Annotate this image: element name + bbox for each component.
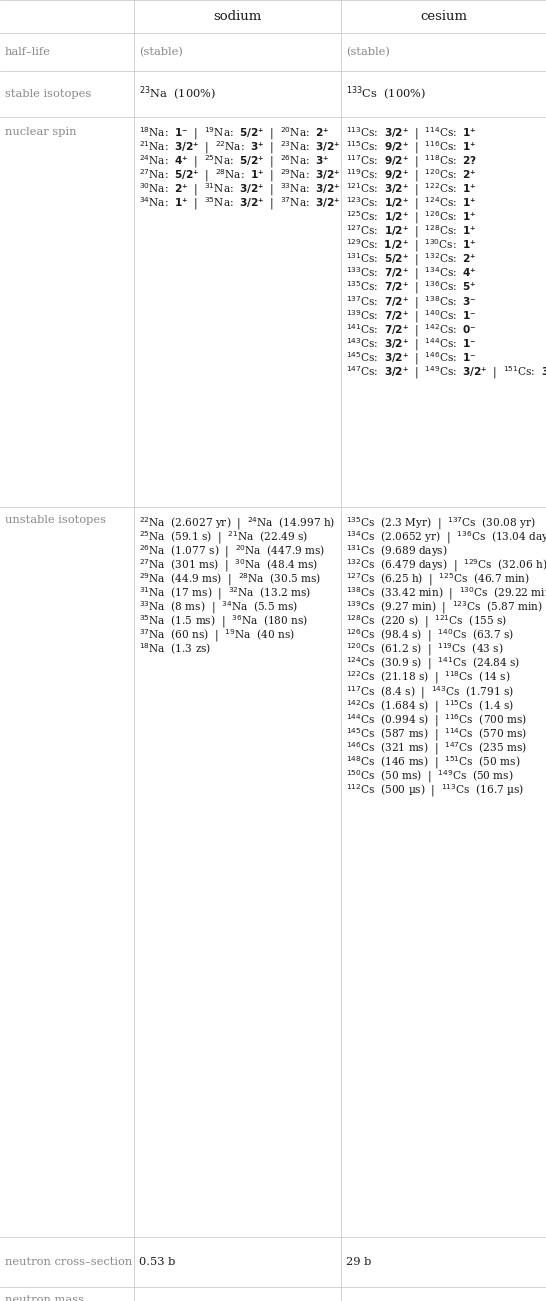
Text: $^{133}$Cs  (100%): $^{133}$Cs (100%) (346, 85, 426, 103)
Text: $^{145}$Cs:  $\bf{3/2⁺}$  |  $^{146}$Cs:  $\bf{1⁻}$: $^{145}$Cs: $\bf{3/2⁺}$ | $^{146}$Cs: $\… (346, 350, 477, 367)
Text: (stable): (stable) (346, 47, 390, 57)
Text: $^{138}$Cs  (33.42 min)  |  $^{130}$Cs  (29.22 min): $^{138}$Cs (33.42 min) | $^{130}$Cs (29.… (346, 585, 546, 602)
Text: $^{143}$Cs:  $\bf{3/2⁺}$  |  $^{144}$Cs:  $\bf{1⁻}$: $^{143}$Cs: $\bf{3/2⁺}$ | $^{144}$Cs: $\… (346, 336, 477, 353)
Text: $^{133}$Cs:  $\bf{7/2⁺}$  |  $^{134}$Cs:  $\bf{4⁺}$: $^{133}$Cs: $\bf{7/2⁺}$ | $^{134}$Cs: $\… (346, 265, 477, 282)
Text: $^{23}$Na  (100%): $^{23}$Na (100%) (139, 85, 216, 103)
Text: $^{119}$Cs:  $\bf{9/2⁺}$  |  $^{120}$Cs:  $\bf{2⁺}$: $^{119}$Cs: $\bf{9/2⁺}$ | $^{120}$Cs: $\… (346, 168, 477, 183)
Text: $^{29}$Na  (44.9 ms)  |  $^{28}$Na  (30.5 ms): $^{29}$Na (44.9 ms) | $^{28}$Na (30.5 ms… (139, 571, 322, 588)
Text: $^{147}$Cs:  $\bf{3/2⁺}$  |  $^{149}$Cs:  $\bf{3/2⁺}$  |  $^{151}$Cs:  $\bf{3/2⁺: $^{147}$Cs: $\bf{3/2⁺}$ | $^{149}$Cs: $\… (346, 364, 546, 381)
Text: $^{126}$Cs  (98.4 s)  |  $^{140}$Cs  (63.7 s): $^{126}$Cs (98.4 s) | $^{140}$Cs (63.7 s… (346, 627, 514, 644)
Text: $^{137}$Cs:  $\bf{7/2⁺}$  |  $^{138}$Cs:  $\bf{3⁻}$: $^{137}$Cs: $\bf{7/2⁺}$ | $^{138}$Cs: $\… (346, 294, 477, 311)
Text: $^{150}$Cs  (50 ms)  |  $^{149}$Cs  (50 ms): $^{150}$Cs (50 ms) | $^{149}$Cs (50 ms) (346, 768, 514, 785)
Text: $^{124}$Cs  (30.9 s)  |  $^{141}$Cs  (24.84 s): $^{124}$Cs (30.9 s) | $^{141}$Cs (24.84 … (346, 656, 520, 673)
Text: $^{35}$Na  (1.5 ms)  |  $^{36}$Na  (180 ns): $^{35}$Na (1.5 ms) | $^{36}$Na (180 ns) (139, 613, 308, 630)
Text: $^{18}$Na:  $\bf{1⁻}$  |  $^{19}$Na:  $\bf{5/2⁺}$  |  $^{20}$Na:  $\bf{2⁺}$: $^{18}$Na: $\bf{1⁻}$ | $^{19}$Na: $\bf{5… (139, 125, 330, 142)
Text: $^{34}$Na:  $\bf{1⁺}$  |  $^{35}$Na:  $\bf{3/2⁺}$  |  $^{37}$Na:  $\bf{3/2⁺}$: $^{34}$Na: $\bf{1⁺}$ | $^{35}$Na: $\bf{3… (139, 195, 340, 212)
Text: $^{134}$Cs  (2.0652 yr)  |  $^{136}$Cs  (13.04 days): $^{134}$Cs (2.0652 yr) | $^{136}$Cs (13.… (346, 530, 546, 546)
Text: $^{120}$Cs  (61.2 s)  |  $^{119}$Cs  (43 s): $^{120}$Cs (61.2 s) | $^{119}$Cs (43 s) (346, 641, 503, 658)
Text: cesium: cesium (420, 10, 467, 23)
Text: $^{115}$Cs:  $\bf{9/2⁺}$  |  $^{116}$Cs:  $\bf{1⁺}$: $^{115}$Cs: $\bf{9/2⁺}$ | $^{116}$Cs: $\… (346, 139, 477, 156)
Text: $^{18}$Na  (1.3 zs): $^{18}$Na (1.3 zs) (139, 641, 211, 657)
Text: sodium: sodium (213, 10, 262, 23)
Text: $^{128}$Cs  (220 s)  |  $^{121}$Cs  (155 s): $^{128}$Cs (220 s) | $^{121}$Cs (155 s) (346, 613, 507, 630)
Text: stable isotopes: stable isotopes (5, 88, 91, 99)
Text: half–life: half–life (5, 47, 51, 57)
Text: $^{129}$Cs:  $\bf{1/2⁺}$  |  $^{130}$Cs:  $\bf{1⁺}$: $^{129}$Cs: $\bf{1/2⁺}$ | $^{130}$Cs: $\… (346, 238, 477, 254)
Text: 29 b: 29 b (346, 1257, 371, 1267)
Text: $^{37}$Na  (60 ns)  |  $^{19}$Na  (40 ns): $^{37}$Na (60 ns) | $^{19}$Na (40 ns) (139, 627, 295, 644)
Text: $^{27}$Na  (301 ms)  |  $^{30}$Na  (48.4 ms): $^{27}$Na (301 ms) | $^{30}$Na (48.4 ms) (139, 557, 318, 574)
Text: $^{132}$Cs  (6.479 days)  |  $^{129}$Cs  (32.06 h): $^{132}$Cs (6.479 days) | $^{129}$Cs (32… (346, 557, 546, 574)
Text: $^{26}$Na  (1.077 s)  |  $^{20}$Na  (447.9 ms): $^{26}$Na (1.077 s) | $^{20}$Na (447.9 m… (139, 543, 325, 559)
Text: $^{25}$Na  (59.1 s)  |  $^{21}$Na  (22.49 s): $^{25}$Na (59.1 s) | $^{21}$Na (22.49 s) (139, 530, 308, 546)
Text: $^{127}$Cs:  $\bf{1/2⁺}$  |  $^{128}$Cs:  $\bf{1⁺}$: $^{127}$Cs: $\bf{1/2⁺}$ | $^{128}$Cs: $\… (346, 224, 477, 241)
Text: neutron cross–section: neutron cross–section (5, 1257, 132, 1267)
Text: $^{139}$Cs:  $\bf{7/2⁺}$  |  $^{140}$Cs:  $\bf{1⁻}$: $^{139}$Cs: $\bf{7/2⁺}$ | $^{140}$Cs: $\… (346, 308, 477, 324)
Text: $^{24}$Na:  $\bf{4⁺}$  |  $^{25}$Na:  $\bf{5/2⁺}$  |  $^{26}$Na:  $\bf{3⁺}$: $^{24}$Na: $\bf{4⁺}$ | $^{25}$Na: $\bf{5… (139, 154, 330, 170)
Text: $^{135}$Cs:  $\bf{7/2⁺}$  |  $^{136}$Cs:  $\bf{5⁺}$: $^{135}$Cs: $\bf{7/2⁺}$ | $^{136}$Cs: $\… (346, 280, 477, 297)
Text: $^{30}$Na:  $\bf{2⁺}$  |  $^{31}$Na:  $\bf{3/2⁺}$  |  $^{33}$Na:  $\bf{3/2⁺}$: $^{30}$Na: $\bf{2⁺}$ | $^{31}$Na: $\bf{3… (139, 181, 340, 198)
Text: $^{123}$Cs:  $\bf{1/2⁺}$  |  $^{124}$Cs:  $\bf{1⁺}$: $^{123}$Cs: $\bf{1/2⁺}$ | $^{124}$Cs: $\… (346, 195, 477, 212)
Text: $^{141}$Cs:  $\bf{7/2⁺}$  |  $^{142}$Cs:  $\bf{0⁻}$: $^{141}$Cs: $\bf{7/2⁺}$ | $^{142}$Cs: $\… (346, 321, 477, 338)
Text: nuclear spin: nuclear spin (5, 127, 76, 137)
Text: $^{27}$Na:  $\bf{5/2⁺}$  |  $^{28}$Na:  $\bf{1⁺}$  |  $^{29}$Na:  $\bf{3/2⁺}$: $^{27}$Na: $\bf{5/2⁺}$ | $^{28}$Na: $\bf… (139, 168, 340, 183)
Text: $^{117}$Cs  (8.4 s)  |  $^{143}$Cs  (1.791 s): $^{117}$Cs (8.4 s) | $^{143}$Cs (1.791 s… (346, 684, 514, 700)
Text: unstable isotopes: unstable isotopes (5, 515, 106, 526)
Text: $^{139}$Cs  (9.27 min)  |  $^{123}$Cs  (5.87 min): $^{139}$Cs (9.27 min) | $^{123}$Cs (5.87… (346, 600, 543, 617)
Text: $^{22}$Na  (2.6027 yr)  |  $^{24}$Na  (14.997 h): $^{22}$Na (2.6027 yr) | $^{24}$Na (14.99… (139, 515, 335, 532)
Text: 0.53 b: 0.53 b (139, 1257, 175, 1267)
Text: $^{146}$Cs  (321 ms)  |  $^{147}$Cs  (235 ms): $^{146}$Cs (321 ms) | $^{147}$Cs (235 ms… (346, 740, 527, 757)
Text: $^{135}$Cs  (2.3 Myr)  |  $^{137}$Cs  (30.08 yr): $^{135}$Cs (2.3 Myr) | $^{137}$Cs (30.08… (346, 515, 536, 532)
Text: $^{122}$Cs  (21.18 s)  |  $^{118}$Cs  (14 s): $^{122}$Cs (21.18 s) | $^{118}$Cs (14 s) (346, 670, 511, 687)
Text: $^{148}$Cs  (146 ms)  |  $^{151}$Cs  (50 ms): $^{148}$Cs (146 ms) | $^{151}$Cs (50 ms) (346, 755, 520, 770)
Text: $^{117}$Cs:  $\bf{9/2⁺}$  |  $^{118}$Cs:  $\bf{2?}$: $^{117}$Cs: $\bf{9/2⁺}$ | $^{118}$Cs: $\… (346, 154, 477, 170)
Text: $^{127}$Cs  (6.25 h)  |  $^{125}$Cs  (46.7 min): $^{127}$Cs (6.25 h) | $^{125}$Cs (46.7 m… (346, 571, 530, 588)
Text: $^{144}$Cs  (0.994 s)  |  $^{116}$Cs  (700 ms): $^{144}$Cs (0.994 s) | $^{116}$Cs (700 m… (346, 712, 527, 729)
Text: $^{33}$Na  (8 ms)  |  $^{34}$Na  (5.5 ms): $^{33}$Na (8 ms) | $^{34}$Na (5.5 ms) (139, 600, 298, 617)
Text: $^{145}$Cs  (587 ms)  |  $^{114}$Cs  (570 ms): $^{145}$Cs (587 ms) | $^{114}$Cs (570 ms… (346, 726, 527, 743)
Text: $^{121}$Cs:  $\bf{3/2⁺}$  |  $^{122}$Cs:  $\bf{1⁺}$: $^{121}$Cs: $\bf{3/2⁺}$ | $^{122}$Cs: $\… (346, 181, 477, 198)
Text: $^{131}$Cs  (9.689 days): $^{131}$Cs (9.689 days) (346, 543, 448, 559)
Text: $^{113}$Cs:  $\bf{3/2⁺}$  |  $^{114}$Cs:  $\bf{1⁺}$: $^{113}$Cs: $\bf{3/2⁺}$ | $^{114}$Cs: $\… (346, 125, 477, 142)
Text: $^{21}$Na:  $\bf{3/2⁺}$  |  $^{22}$Na:  $\bf{3⁺}$  |  $^{23}$Na:  $\bf{3/2⁺}$: $^{21}$Na: $\bf{3/2⁺}$ | $^{22}$Na: $\bf… (139, 139, 340, 156)
Text: $^{131}$Cs:  $\bf{5/2⁺}$  |  $^{132}$Cs:  $\bf{2⁺}$: $^{131}$Cs: $\bf{5/2⁺}$ | $^{132}$Cs: $\… (346, 251, 477, 268)
Text: $^{112}$Cs  (500 µs)  |  $^{113}$Cs  (16.7 µs): $^{112}$Cs (500 µs) | $^{113}$Cs (16.7 µ… (346, 782, 524, 799)
Text: neutron mass
absorption: neutron mass absorption (5, 1294, 84, 1301)
Text: $^{31}$Na  (17 ms)  |  $^{32}$Na  (13.2 ms): $^{31}$Na (17 ms) | $^{32}$Na (13.2 ms) (139, 585, 311, 602)
Text: (stable): (stable) (139, 47, 183, 57)
Text: $^{125}$Cs:  $\bf{1/2⁺}$  |  $^{126}$Cs:  $\bf{1⁺}$: $^{125}$Cs: $\bf{1/2⁺}$ | $^{126}$Cs: $\… (346, 209, 477, 226)
Text: $^{142}$Cs  (1.684 s)  |  $^{115}$Cs  (1.4 s): $^{142}$Cs (1.684 s) | $^{115}$Cs (1.4 s… (346, 697, 514, 714)
